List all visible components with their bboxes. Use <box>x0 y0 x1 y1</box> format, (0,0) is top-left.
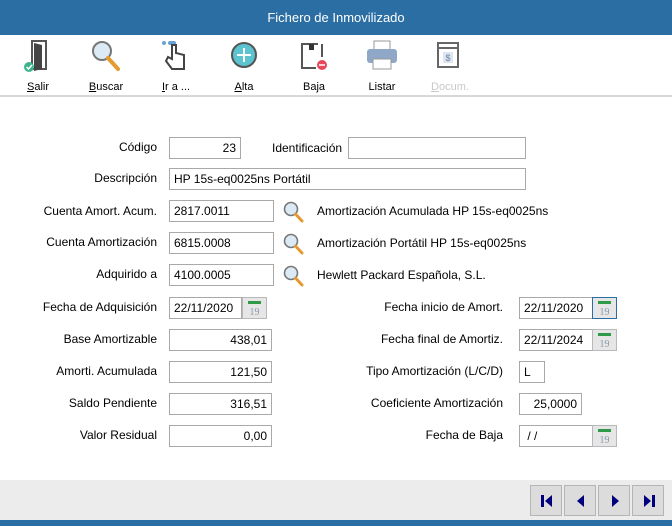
footer-bar <box>0 480 672 520</box>
first-icon <box>541 495 552 507</box>
listar-button[interactable]: Listar <box>352 35 412 97</box>
ir-a-button[interactable]: Ir a ... <box>146 35 206 97</box>
identificacion-input[interactable] <box>348 137 526 159</box>
saldo-pendiente-input[interactable]: 316,51 <box>169 393 272 415</box>
coeficiente-label: Coeficiente Amortización <box>370 396 503 410</box>
cuenta-amort-acum-input[interactable]: 2817.0011 <box>169 200 274 222</box>
cuenta-amortizacion-desc: Amortización Portátil HP 15s-eq0025ns <box>317 236 527 250</box>
cuenta-amortizacion-input[interactable]: 6815.0008 <box>169 232 274 254</box>
exit-door-icon <box>24 40 47 72</box>
calendar-icon: 19 <box>598 301 611 318</box>
next-record-button[interactable] <box>598 485 630 516</box>
fecha-inicio-label: Fecha inicio de Amort. <box>384 300 503 314</box>
search-icon[interactable] <box>282 200 306 224</box>
adquirido-a-label: Adquirido a <box>96 267 157 281</box>
fecha-baja-label: Fecha de Baja <box>425 428 503 442</box>
cuenta-amortizacion-label: Cuenta Amortización <box>46 235 157 249</box>
salir-button[interactable]: Salir <box>8 35 68 97</box>
svg-text:19: 19 <box>600 435 610 446</box>
first-record-button[interactable] <box>530 485 562 516</box>
previous-record-button[interactable] <box>564 485 596 516</box>
calendar-button[interactable]: 19 <box>592 297 617 319</box>
next-icon <box>612 495 619 507</box>
descripcion-label: Descripción <box>94 171 157 185</box>
alta-button[interactable]: Alta <box>214 35 274 97</box>
pointer-hand-icon <box>162 41 185 70</box>
calendar-icon: 19 <box>248 301 261 318</box>
document-icon: $ <box>437 42 459 68</box>
valor-residual-label: Valor Residual <box>79 428 157 442</box>
amort-acumulada-label: Amorti. Acumulada <box>56 364 157 378</box>
svg-text:19: 19 <box>600 339 610 350</box>
search-icon[interactable] <box>282 232 306 256</box>
base-amortizable-label: Base Amortizable <box>63 332 157 346</box>
svg-text:19: 19 <box>600 307 610 318</box>
bottom-stripe <box>0 520 672 526</box>
adquirido-a-desc: Hewlett Packard Española, S.L. <box>317 268 486 282</box>
codigo-input[interactable]: 23 <box>169 137 241 159</box>
last-icon <box>644 495 655 507</box>
window-title: Fichero de Inmovilizado <box>0 0 672 35</box>
baja-button[interactable]: Baja <box>284 35 344 97</box>
fecha-inicio-input[interactable]: 22/11/2020 <box>519 297 593 319</box>
fecha-adquisicion-label: Fecha de Adquisición <box>42 300 157 314</box>
delete-icon <box>301 43 327 70</box>
calendar-button[interactable]: 19 <box>592 329 617 351</box>
tipo-amortizacion-label: Tipo Amortización (L/C/D) <box>366 364 503 378</box>
fecha-final-label: Fecha final de Amortiz. <box>380 332 503 346</box>
fecha-final-input[interactable]: 22/11/2024 <box>519 329 593 351</box>
calendar-button[interactable]: 19 <box>592 425 617 447</box>
valor-residual-input[interactable]: 0,00 <box>169 425 272 447</box>
base-amortizable-input[interactable]: 438,01 <box>169 329 272 351</box>
identificacion-label: Identificación <box>272 141 343 155</box>
codigo-label: Código <box>118 140 157 154</box>
amort-acumulada-input[interactable]: 121,50 <box>169 361 272 383</box>
fecha-adquisicion-input[interactable]: 22/11/2020 <box>169 297 242 319</box>
printer-icon <box>367 40 397 70</box>
documentos-button: $ Docum. <box>420 35 480 97</box>
search-icon[interactable] <box>282 264 306 288</box>
cuenta-amort-acum-desc: Amortización Acumulada HP 15s-eq0025ns <box>317 204 549 218</box>
fecha-baja-input[interactable]: / / <box>519 425 593 447</box>
calendar-button[interactable]: 19 <box>242 297 267 319</box>
cuenta-amort-acum-label: Cuenta Amort. Acum. <box>43 204 157 218</box>
calendar-icon: 19 <box>598 333 611 350</box>
tipo-amortizacion-input[interactable]: L <box>519 361 545 383</box>
calendar-icon: 19 <box>598 429 611 446</box>
adquirido-a-input[interactable]: 4100.0005 <box>169 264 274 286</box>
coeficiente-input[interactable]: 25,0000 <box>519 393 582 415</box>
saldo-pendiente-label: Saldo Pendiente <box>68 396 157 410</box>
svg-text:19: 19 <box>250 307 260 318</box>
previous-icon <box>577 495 584 507</box>
descripcion-input[interactable]: HP 15s-eq0025ns Portátil <box>169 168 526 190</box>
last-record-button[interactable] <box>632 485 664 516</box>
buscar-button[interactable]: Buscar <box>76 35 136 97</box>
add-circle-icon <box>231 42 257 68</box>
svg-text:$: $ <box>445 53 450 63</box>
toolbar: Salir Buscar Ir a ... Alta Baja Listar $… <box>0 35 672 97</box>
search-icon <box>92 41 120 71</box>
